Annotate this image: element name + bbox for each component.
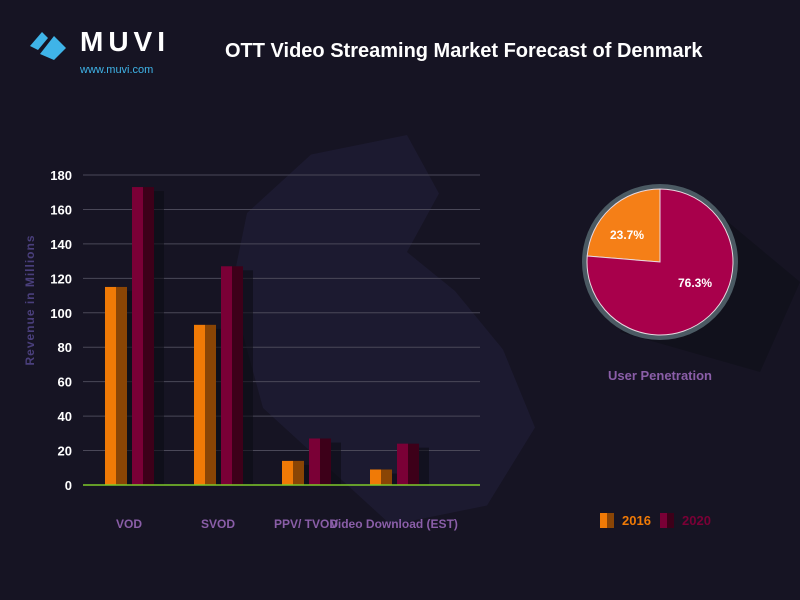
- bar-2020-VOD-side: [143, 187, 154, 486]
- legend-swatch-2016: [600, 513, 607, 528]
- bar-shadow: [154, 191, 164, 486]
- muvi-logo-icon: [30, 32, 66, 60]
- y-tick-label: 180: [50, 168, 72, 183]
- bar-2020-PPV/ TVOD: [309, 438, 320, 485]
- bar-2016-PPV/ TVOD: [282, 460, 293, 485]
- y-tick-label: 40: [58, 409, 72, 424]
- pie-slice-label: 23.7%: [610, 228, 644, 242]
- x-tick-label: Video Download (EST): [330, 517, 458, 531]
- x-tick-label: SVOD: [201, 517, 235, 531]
- y-tick-label: 120: [50, 271, 72, 286]
- bar-2016-Video Download (EST)-side: [381, 469, 392, 485]
- bar-2016-VOD: [105, 286, 116, 485]
- bar-shadow: [243, 270, 253, 485]
- bar-2020-VOD: [132, 187, 143, 486]
- bar-2020-Video Download (EST)-side: [408, 443, 419, 485]
- pie-slice-label: 76.3%: [678, 276, 712, 290]
- y-tick-label: 100: [50, 306, 72, 321]
- bar-shadow: [331, 442, 341, 485]
- x-tick-label: VOD: [116, 517, 142, 531]
- x-tick-label: PPV/ TVOD: [274, 517, 338, 531]
- y-tick-label: 0: [65, 478, 72, 493]
- bar-shadow: [419, 447, 429, 485]
- legend-label-2016: 2016: [622, 513, 651, 528]
- bar-2016-SVOD: [194, 324, 205, 485]
- legend-label-2020: 2020: [682, 513, 711, 528]
- brand-name: MUVI: [80, 26, 170, 57]
- brand-url[interactable]: www.muvi.com: [80, 64, 154, 76]
- legend-swatch-side-2016: [607, 513, 614, 528]
- bar-2020-Video Download (EST): [397, 443, 408, 485]
- bar-2016-VOD-side: [116, 286, 127, 485]
- page-title: OTT Video Streaming Market Forecast of D…: [225, 40, 703, 62]
- y-tick-label: 160: [50, 202, 72, 217]
- legend-swatch-side-2020: [667, 513, 674, 528]
- legend-swatch-2020: [660, 513, 667, 528]
- bar-2020-SVOD: [221, 266, 232, 485]
- pie-slice-1: [586, 188, 661, 263]
- y-tick-label: 80: [58, 340, 72, 355]
- bar-2016-SVOD-side: [205, 324, 216, 485]
- pie-title: User Penetration: [608, 368, 712, 383]
- y-tick-label: 20: [58, 444, 72, 459]
- bar-2020-PPV/ TVOD-side: [320, 438, 331, 485]
- pie-slice-2: [586, 188, 734, 336]
- bar-2016-PPV/ TVOD-side: [293, 460, 304, 485]
- bar-2016-Video Download (EST): [370, 469, 381, 485]
- y-tick-label: 60: [58, 375, 72, 390]
- y-tick-label: 140: [50, 237, 72, 252]
- y-axis-label: Revenue in Millions: [23, 234, 37, 365]
- bar-2020-SVOD-side: [232, 266, 243, 485]
